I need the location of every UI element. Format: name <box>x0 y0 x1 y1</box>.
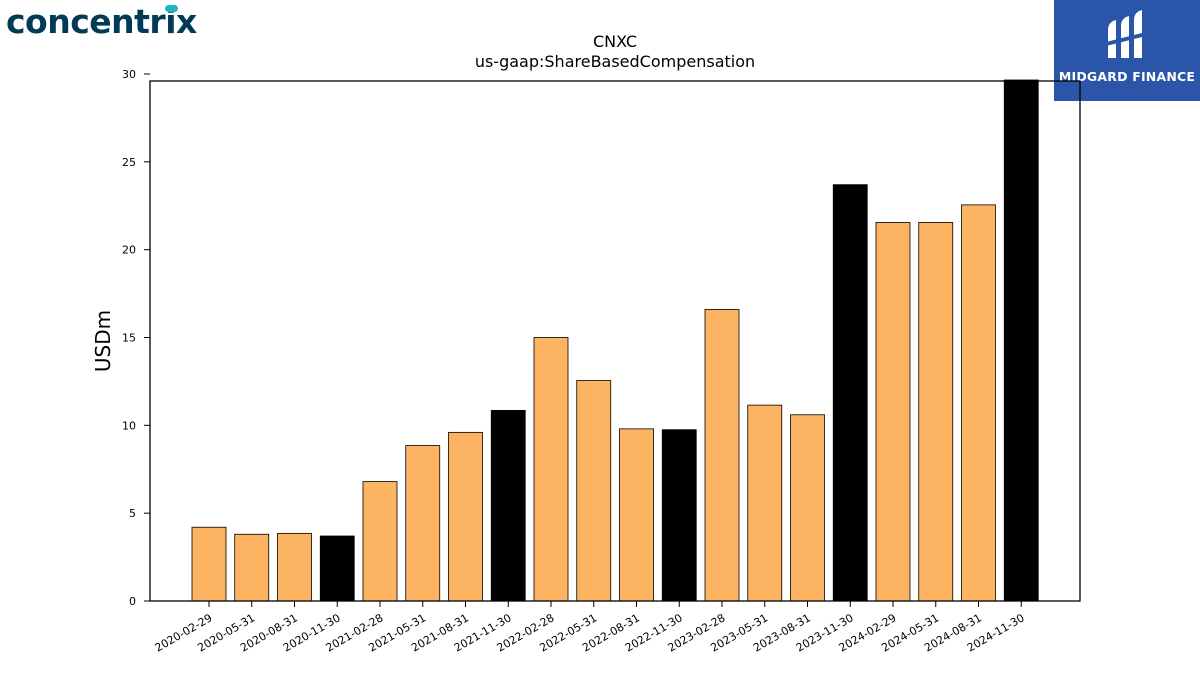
bar-2024-02-29 <box>875 222 911 602</box>
y-tick-label-5: 5 <box>129 507 136 520</box>
bar-2020-05-31 <box>234 533 270 602</box>
bar-2020-08-31 <box>277 532 312 602</box>
y-tick-label-0: 0 <box>129 595 136 608</box>
bar-2021-08-31 <box>448 431 483 602</box>
bar-2022-11-30 <box>661 429 697 602</box>
y-tick-label-30: 30 <box>122 68 136 81</box>
bar-2021-11-30 <box>490 410 526 602</box>
bar-2020-11-30 <box>319 535 355 602</box>
y-tick-label-15: 15 <box>122 332 136 345</box>
midgard-mark-icon <box>1106 10 1146 58</box>
partner-logo-text: MIDGARD FINANCE <box>1058 69 1196 84</box>
plot-frame <box>149 80 1081 602</box>
bar-2022-08-31 <box>619 428 654 602</box>
bar-2021-02-28 <box>362 481 398 602</box>
bar-2021-05-31 <box>405 445 441 602</box>
midgard-finance-logo: MIDGARD FINANCE <box>1054 0 1200 101</box>
bar-2023-11-30 <box>832 184 868 602</box>
bar-2024-05-31 <box>918 222 954 602</box>
concentrix-logo: concentrix <box>6 0 197 44</box>
brand-logo-dot <box>165 5 178 12</box>
bar-2023-02-28 <box>704 308 740 602</box>
y-tick-label-25: 25 <box>122 156 136 169</box>
bar-2022-02-28 <box>533 337 569 602</box>
bar-2024-08-31 <box>961 204 996 602</box>
bar-2022-05-31 <box>576 380 612 602</box>
y-axis-label: USDm <box>91 310 115 372</box>
chart-subtitle: us-gaap:ShareBasedCompensation <box>474 52 756 71</box>
y-tick-label-20: 20 <box>122 244 136 257</box>
bar-2024-11-30 <box>1003 79 1039 602</box>
bar-2023-08-31 <box>790 414 825 602</box>
bar-2023-05-31 <box>747 404 783 602</box>
y-tick-label-10: 10 <box>122 419 136 432</box>
bar-2020-02-29 <box>191 526 227 602</box>
chart-title: CNXC <box>592 32 638 51</box>
